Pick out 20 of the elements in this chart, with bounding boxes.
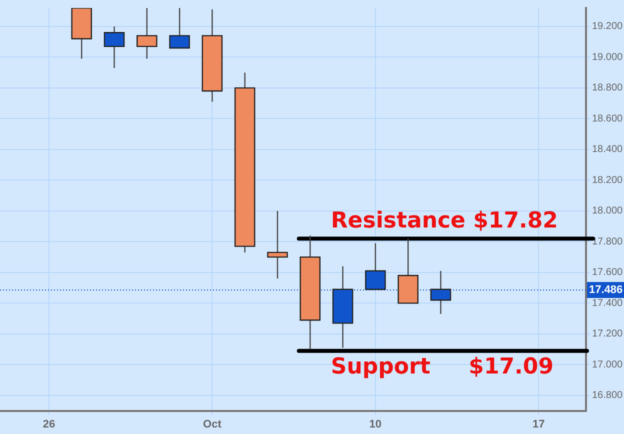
x-tick-label: 17	[532, 418, 545, 430]
y-tick-label: 17.200	[592, 328, 624, 340]
y-tick-label: 18.600	[592, 113, 624, 124]
ref-line-label: Resistance $17.82	[330, 208, 558, 234]
y-tick-label: 17.000	[592, 359, 624, 370]
ref-line-label: Support $17.09	[330, 354, 554, 380]
y-tick-label: 17.400	[592, 298, 624, 309]
y-tick-label: 19.200	[592, 21, 624, 32]
y-tick-label: 17.800	[592, 236, 624, 248]
y-tick-label: 18.800	[592, 82, 624, 94]
y-tick-label: 18.200	[592, 174, 624, 186]
x-tick-label: 26	[42, 418, 56, 430]
y-tick-label: 16.800	[592, 390, 624, 402]
x-tick-label: Oct	[203, 418, 222, 430]
y-tick-label: 18.400	[592, 144, 624, 156]
x-tick-label: 10	[369, 418, 382, 430]
y-tick-label: 18.000	[592, 206, 624, 217]
y-tick-label: 17.600	[592, 267, 624, 278]
ref-line-label: 17.486	[589, 284, 623, 296]
y-tick-label: 19.000	[592, 52, 624, 63]
